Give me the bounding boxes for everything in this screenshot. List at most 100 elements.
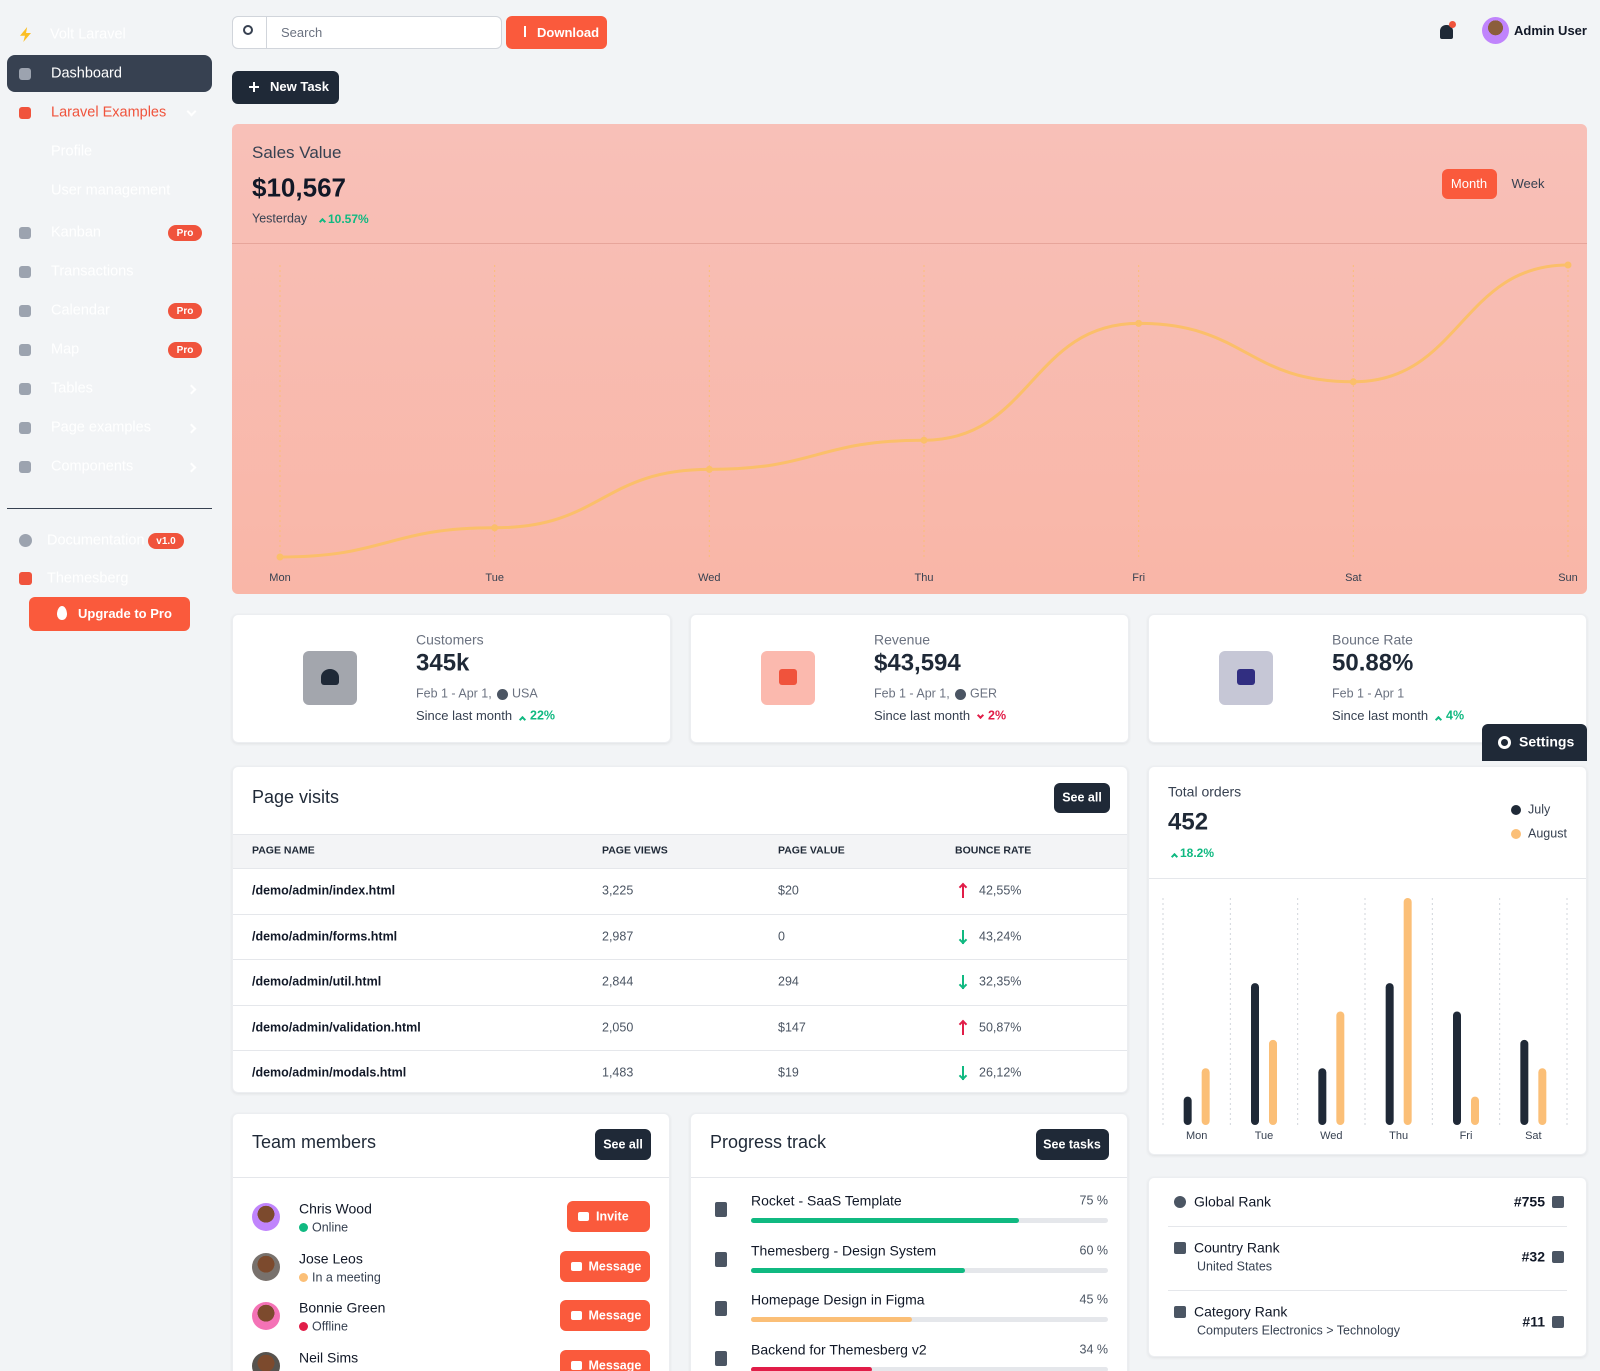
status-dot [299, 1322, 308, 1331]
stat-title: Bounce Rate [1332, 631, 1413, 648]
menu-icon [19, 266, 31, 278]
member-name: Bonnie Green [299, 1299, 386, 1316]
member-action-label: Message [588, 1358, 642, 1371]
task-name: Rocket - SaaS Template [751, 1192, 902, 1209]
task-icon [715, 1350, 727, 1366]
table-cell: 294 [778, 974, 799, 989]
upgrade-button[interactable] [29, 597, 190, 631]
stat-title: Revenue [874, 631, 931, 648]
menu-item[interactable]: Tables [51, 380, 93, 397]
download-button[interactable] [506, 16, 607, 49]
toggle-month-label: Month [1450, 176, 1488, 192]
member-action-button[interactable] [559, 1349, 650, 1371]
badge [168, 342, 202, 358]
table-cell: $19 [778, 1065, 799, 1080]
see-all-button-label: See all [1062, 790, 1102, 805]
menu-item[interactable]: Documentation [47, 532, 145, 549]
menu-icon [19, 107, 31, 119]
menu-item[interactable]: Map [51, 341, 80, 358]
badge-text: Pro [176, 345, 194, 356]
menu-icon [19, 68, 31, 80]
stat-value: $43,594 [874, 649, 961, 677]
orders-change: 18.2% [1180, 845, 1215, 860]
progress-track [751, 1366, 1108, 1371]
table-header: BOUNCE RATE [955, 844, 1032, 857]
row-divider [233, 913, 1127, 915]
card-divider [233, 1177, 669, 1178]
stat-range: Feb 1 - Apr 1, [416, 686, 492, 701]
menu-icon [19, 227, 31, 239]
rank-label: Global Rank [1194, 1193, 1272, 1210]
table-cell: 32,35% [979, 974, 1022, 989]
table-cell: 26,12% [979, 1065, 1022, 1080]
globe-icon [955, 689, 966, 700]
rank-detail: Computers Electronics > Technology [1197, 1323, 1400, 1338]
table-cell: /demo/admin/util.html [252, 974, 382, 989]
progress-track [751, 1317, 1108, 1322]
sales-change: 10.57% [328, 211, 369, 226]
badge-text: v1.0 [156, 536, 176, 547]
progress-fill [751, 1218, 1019, 1223]
menu-icon [19, 572, 32, 585]
trend-shaft [962, 929, 964, 944]
table-header: PAGE VALUE [778, 844, 845, 857]
trend-shaft [962, 1066, 964, 1080]
table-cell: 42,55% [979, 883, 1022, 898]
active-item-bg [7, 55, 212, 92]
menu-item[interactable]: Transactions [51, 263, 134, 280]
menu-item[interactable]: Page examples [51, 419, 151, 436]
card-title: Progress track [710, 1132, 827, 1153]
badge [148, 533, 184, 549]
menu-icon [19, 383, 31, 395]
user-avatar[interactable] [1482, 17, 1509, 44]
task-name: Themesberg - Design System [751, 1242, 937, 1259]
menu-icon [19, 534, 32, 547]
menu-item[interactable]: Calendar [51, 302, 110, 319]
task-percent: 75 % [1079, 1193, 1109, 1208]
menu-item[interactable]: Dashboard [51, 65, 122, 82]
search-box[interactable] [232, 16, 502, 49]
toggle-month[interactable] [1442, 169, 1497, 199]
orders-divider [1149, 878, 1586, 879]
task-percent: 45 % [1079, 1292, 1109, 1307]
task-name: Homepage Design in Figma [751, 1291, 925, 1308]
member-name: Jose Leos [299, 1250, 363, 1267]
task-icon [715, 1251, 727, 1267]
menu-item[interactable]: Laravel Examples [51, 104, 167, 121]
rank-label: Category Rank [1194, 1303, 1288, 1320]
menu-item[interactable]: Kanban [51, 224, 101, 241]
stat-icon [779, 669, 797, 685]
see-all-button[interactable] [595, 1129, 651, 1160]
chevron [186, 423, 196, 433]
menu-item[interactable]: Profile [51, 143, 93, 160]
task-icon [715, 1301, 727, 1316]
table-cell: /demo/admin/forms.html [252, 929, 398, 943]
notification-bell[interactable] [1440, 25, 1453, 39]
see-tasks-button[interactable] [1036, 1129, 1109, 1160]
menu-item[interactable]: User management [51, 182, 171, 199]
menu-icon [19, 344, 31, 356]
menu-item[interactable]: Components [51, 458, 134, 475]
row-divider [233, 959, 1127, 960]
sales-value: $10,567 [252, 172, 346, 203]
see-all-button[interactable] [1054, 783, 1110, 813]
trend-shaft [962, 975, 964, 989]
toggle-week-label: Week [1511, 176, 1545, 192]
task-percent: 34 % [1079, 1342, 1109, 1356]
notification-dot [1449, 21, 1456, 28]
menu-icon [19, 305, 31, 317]
table-cell: /demo/admin/validation.html [252, 1020, 421, 1034]
stat-since: Since last month [416, 708, 513, 724]
status-dot [299, 1272, 308, 1282]
globe-icon [497, 689, 508, 700]
flame-icon [57, 606, 67, 620]
member-avatar [252, 1203, 280, 1231]
member-avatar [252, 1351, 280, 1371]
progress-fill [751, 1267, 966, 1273]
member-action-label: Message [588, 1308, 642, 1323]
stat-value: 345k [416, 649, 470, 677]
menu-item[interactable]: Themesberg [47, 570, 129, 587]
rank-value: #11 [1522, 1313, 1545, 1330]
